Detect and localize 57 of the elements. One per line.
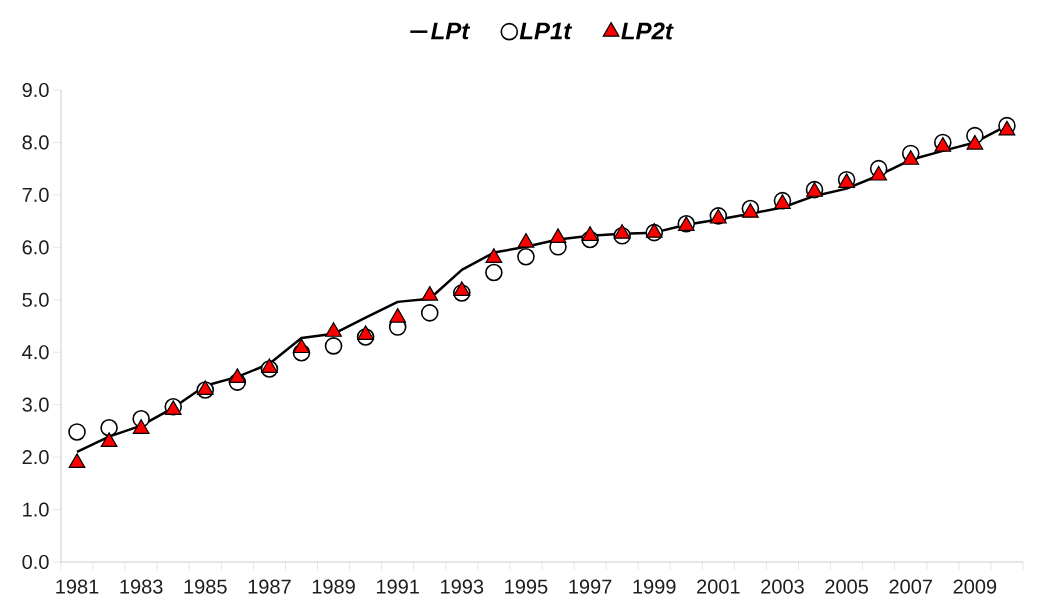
point <box>324 337 343 355</box>
point <box>261 358 278 374</box>
point <box>998 120 1016 136</box>
point <box>293 338 310 354</box>
legend-label: LP1t <box>519 22 573 40</box>
point <box>645 223 663 238</box>
x-tick-label: 1987 <box>248 579 291 594</box>
point <box>420 304 439 322</box>
legend-label: LP2t <box>621 22 674 40</box>
point <box>934 137 952 152</box>
point <box>100 418 118 437</box>
point <box>68 453 86 468</box>
x-tick-label: 1983 <box>120 579 163 594</box>
x-tick-label: 1991 <box>376 579 419 594</box>
y-tick-label: 2.0 <box>22 450 49 465</box>
x-tick-label: 1997 <box>569 579 612 594</box>
point <box>581 226 599 241</box>
point <box>870 165 888 181</box>
y-tick-label: 9.0 <box>22 82 49 98</box>
x-tick-label: 1989 <box>312 579 355 594</box>
x-tick-label: 1981 <box>56 579 99 594</box>
point <box>228 368 246 384</box>
y-tick-label: 7.0 <box>22 187 49 202</box>
point <box>517 233 535 248</box>
x-tick-label: 1985 <box>184 579 227 594</box>
x-tick-label: 2009 <box>953 579 997 594</box>
point <box>68 423 86 441</box>
x-tick-label: 2005 <box>825 579 869 594</box>
point <box>485 263 503 282</box>
x-tick-label: 2001 <box>697 579 740 594</box>
point <box>389 308 407 323</box>
x-tick-label: 2007 <box>889 579 932 594</box>
y-tick-label: 5.0 <box>22 292 49 307</box>
point <box>100 432 118 447</box>
point <box>132 419 150 434</box>
y-tick-label: 6.0 <box>22 240 49 255</box>
point <box>485 248 503 263</box>
y-tick-label: 1.0 <box>23 502 49 517</box>
point <box>613 224 631 239</box>
y-tick-label: 8.0 <box>22 135 49 150</box>
x-tick-label: 1995 <box>505 579 548 594</box>
point <box>325 322 342 337</box>
point <box>453 281 471 296</box>
point <box>966 134 984 150</box>
y-tick-label: 3.0 <box>22 397 49 412</box>
y-tick-label: 0.0 <box>22 554 49 570</box>
point <box>421 285 439 301</box>
point <box>902 150 920 165</box>
legend-label: LPt <box>431 22 471 40</box>
point <box>549 228 567 243</box>
x-tick-label: 1993 <box>441 579 484 594</box>
y-tick-label: 4.0 <box>22 345 49 360</box>
x-tick-label: 1999 <box>633 579 676 594</box>
x-tick-label: 2003 <box>761 579 804 594</box>
point <box>742 203 759 218</box>
point <box>517 247 535 266</box>
point <box>357 325 374 341</box>
